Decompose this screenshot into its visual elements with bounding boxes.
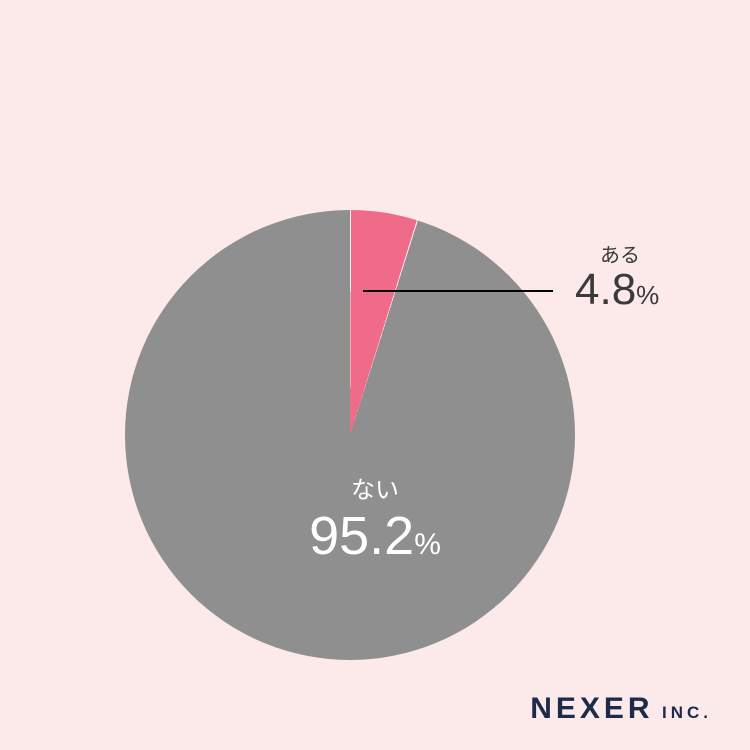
inner-label: ない [0,470,750,505]
callout-label: ある [600,239,640,268]
company-footer: NEXER INC. [530,692,712,726]
callout-number: 4.8 [575,265,636,314]
inner-value: 95.2 [309,506,414,566]
callout-value: 4.8% [575,265,659,315]
pie-chart [125,210,575,660]
inner-label-block: ない 95.2% [0,470,750,567]
company-suffix: INC. [662,703,712,722]
callout-line-horizontal [363,290,553,292]
company-name: NEXER [530,692,653,725]
pie-chart-area: ある 4.8% ない 95.2% [0,175,750,675]
inner-percent: % [414,528,441,561]
callout-percent: % [636,280,659,310]
